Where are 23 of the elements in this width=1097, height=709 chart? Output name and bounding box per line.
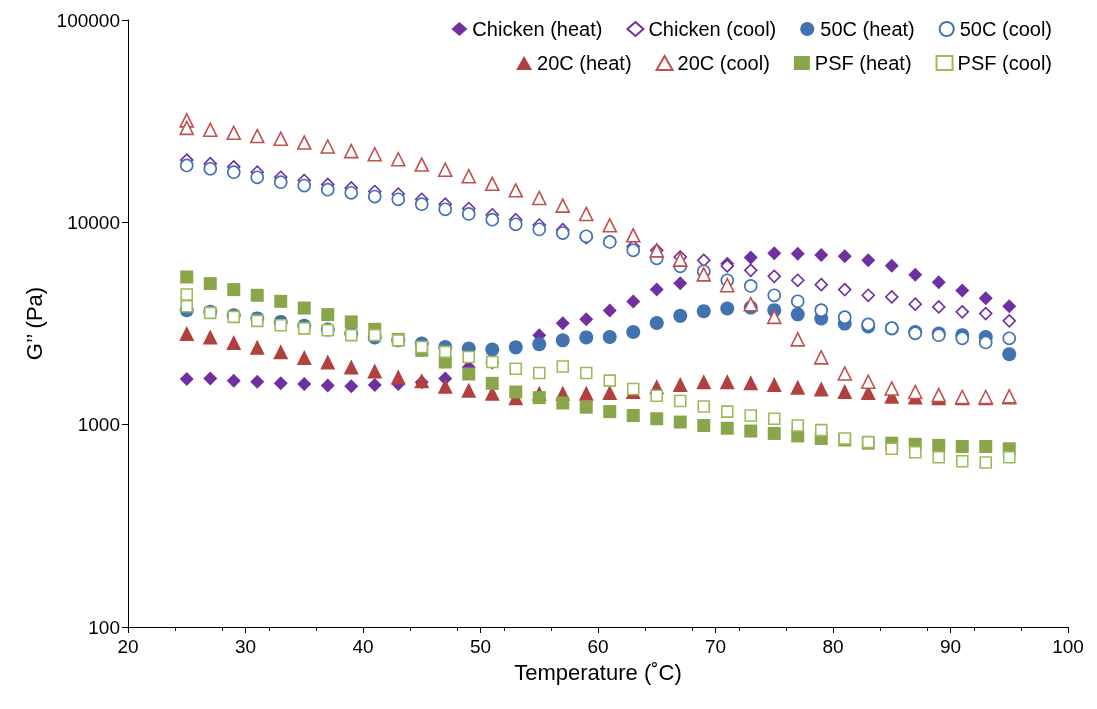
legend-label: 50C (cool) — [959, 18, 1053, 40]
x-tick-label: 90 — [939, 636, 962, 657]
x-tick-label: 60 — [587, 636, 609, 657]
legend-label: Chicken (cool) — [648, 18, 777, 40]
x-tick-label: 30 — [234, 636, 257, 657]
y-tick-label: 10000 — [67, 211, 120, 233]
x-tick-label: 40 — [352, 636, 374, 657]
x-tick-label: 20 — [117, 636, 139, 657]
y-tick-label: 100 — [88, 616, 120, 638]
x-tick-label: 70 — [704, 636, 727, 657]
legend-label: 20C (cool) — [677, 52, 770, 74]
x-axis-title: Temperature (˚C) — [514, 659, 682, 685]
legend-label: 50C (heat) — [820, 18, 915, 40]
x-tick-label: 50 — [469, 636, 492, 657]
legend-label: PSF (heat) — [814, 52, 912, 74]
y-tick-label: 100000 — [56, 9, 120, 31]
legend-label: PSF (cool) — [957, 52, 1053, 74]
y-axis-title: G’’ (Pa) — [22, 286, 48, 361]
y-tick-label: 1000 — [77, 414, 120, 436]
legend-label: 20C (heat) — [537, 52, 632, 74]
x-tick-label: 100 — [1052, 636, 1084, 657]
x-tick-label: 80 — [822, 636, 844, 657]
legend-label: Chicken (heat) — [472, 18, 603, 40]
